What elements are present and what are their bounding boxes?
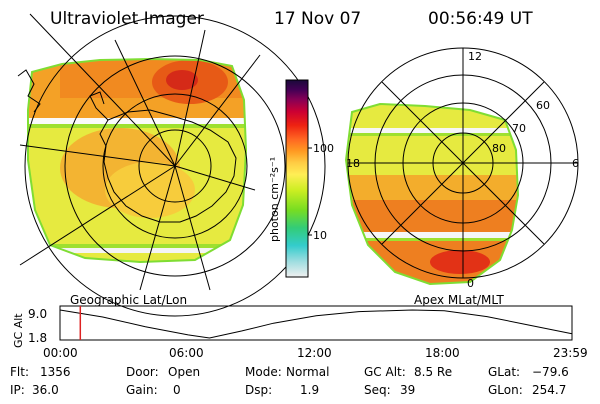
mlat-label-60: 60 bbox=[536, 99, 550, 112]
right-map-caption: Apex MLat/MLT bbox=[414, 293, 504, 307]
left-map-caption: Geographic Lat/Lon bbox=[70, 293, 187, 307]
altitude-xtick-0: 00:00 bbox=[43, 346, 78, 360]
magnetic-map: 12 18 6 0 60 70 80 Apex MLat/MLT bbox=[344, 47, 579, 307]
geographic-map: Geographic Lat/Lon bbox=[17, 13, 326, 317]
colorbar: 100 10 photon cm⁻²s⁻¹ bbox=[268, 79, 334, 278]
altitude-ytick-bottom: 1.8 bbox=[28, 331, 47, 345]
altitude-xtick-4: 23:59 bbox=[553, 346, 588, 360]
flight-value: 1356 bbox=[40, 365, 71, 379]
altitude-xtick-3: 18:00 bbox=[425, 346, 460, 360]
gc-alt-label: GC Alt: bbox=[364, 365, 406, 379]
altitude-curve bbox=[59, 309, 573, 339]
colorbar-tick-100: 100 bbox=[313, 142, 334, 155]
seq-value: 39 bbox=[400, 383, 415, 397]
gain-label: Gain: bbox=[126, 383, 158, 397]
mlat-label-70: 70 bbox=[512, 122, 526, 135]
glat-label: GLat: bbox=[488, 365, 520, 379]
glat-value: −79.6 bbox=[532, 365, 569, 379]
mlt-label-12: 12 bbox=[468, 50, 482, 63]
altitude-xtick-2: 12:00 bbox=[297, 346, 332, 360]
colorbar-units: photon cm⁻²s⁻¹ bbox=[268, 157, 281, 242]
date-label: 17 Nov 07 bbox=[274, 9, 361, 29]
ip-value: 36.0 bbox=[32, 383, 59, 397]
time-label: 00:56:49 UT bbox=[428, 9, 533, 29]
mlat-label-80: 80 bbox=[492, 142, 506, 155]
mlt-label-0: 0 bbox=[467, 277, 474, 290]
glon-value: 254.7 bbox=[532, 383, 566, 397]
left-intensity-image bbox=[28, 59, 246, 262]
dsp-value: 1.9 bbox=[300, 383, 319, 397]
altitude-ylabel: GC Alt bbox=[12, 313, 25, 348]
mode-label: Mode: bbox=[245, 365, 282, 379]
mode-value: Normal bbox=[286, 365, 329, 379]
instrument-title: Ultraviolet Imager bbox=[50, 9, 204, 29]
gain-value: 0 bbox=[173, 383, 181, 397]
altitude-ytick-top: 9.0 bbox=[28, 307, 47, 321]
door-value: Open bbox=[168, 365, 200, 379]
flight-label: Flt: bbox=[10, 365, 29, 379]
mlt-label-6: 6 bbox=[572, 157, 579, 170]
door-label: Door: bbox=[126, 365, 159, 379]
ip-label: IP: bbox=[10, 383, 25, 397]
altitude-xtick-1: 06:00 bbox=[169, 346, 204, 360]
mlt-label-18: 18 bbox=[346, 157, 360, 170]
seq-label: Seq: bbox=[364, 383, 391, 397]
altitude-plot: GC Alt 9.0 1.8 00:00 06:00 12:00 18:00 2… bbox=[12, 305, 588, 360]
colorbar-tick-10: 10 bbox=[313, 229, 327, 242]
glon-label: GLon: bbox=[488, 383, 523, 397]
dsp-label: Dsp: bbox=[245, 383, 272, 397]
gc-alt-value: 8.5 Re bbox=[414, 365, 452, 379]
info-panel: Flt: 1356 IP: 36.0 Door: Open Gain: 0 Mo… bbox=[10, 365, 569, 397]
